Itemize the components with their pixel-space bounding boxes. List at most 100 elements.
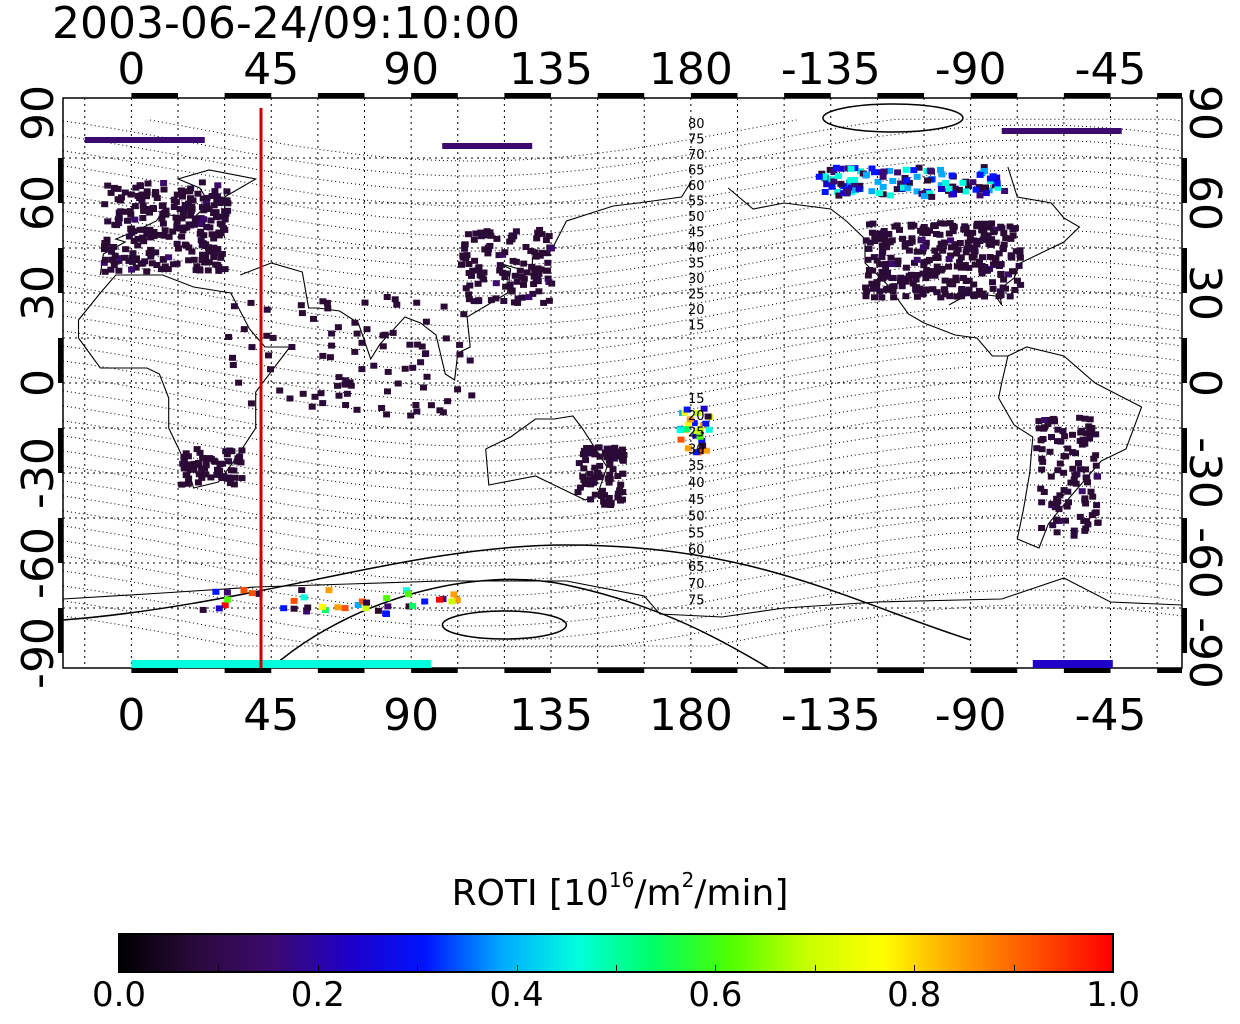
left-scale-segment [58,428,63,473]
roti-cell [383,595,391,602]
roti-cell [514,295,522,302]
roti-cell [189,197,197,204]
roti-cell [144,230,152,237]
roti-cell [575,460,583,467]
roti-cell [132,184,140,191]
roti-cell [992,239,1000,246]
roti-cell [263,332,271,339]
roti-cell [604,454,611,461]
roti-cell [965,182,972,189]
roti-cell [548,280,556,287]
right-scale-segment [1182,428,1187,473]
roti-cell [466,357,474,364]
roti-cell [421,598,429,605]
roti-cell [704,413,712,420]
roti-cell [199,195,207,202]
bottom-scale-segment [317,668,365,673]
coastline [62,577,1183,618]
roti-cell [966,235,974,242]
roti-cell [131,216,139,223]
right-scale-segment [1182,158,1187,203]
roti-cell [1092,452,1100,459]
roti-cell [492,295,500,302]
roti-cell [233,458,241,465]
map-title: 2003-06-24/09:10:00 [52,0,521,49]
roti-cell [210,202,218,209]
roti-cell [618,446,626,453]
roti-cell [165,254,173,261]
roti-cell [997,288,1004,295]
roti-cell [946,281,954,287]
roti-cell [1056,492,1064,499]
roti-cell [1077,429,1085,436]
right-lat-tick-label: 0 [1179,369,1230,397]
roti-cell [353,330,361,337]
roti-cell [225,334,233,340]
roti-cell [516,267,524,274]
roti-cell [202,462,210,469]
pole-contour [822,103,964,133]
roti-cell [619,489,627,495]
roti-cell [347,382,355,389]
roti-cell [198,242,206,249]
roti-cell [128,258,136,265]
bottom-lon-tick-label: 45 [243,690,299,741]
roti-cell [1016,247,1024,254]
magnetic-contour [62,484,1183,552]
roti-cell [920,259,928,266]
bottom-scale-segment [690,668,738,673]
magnetic-contour [62,184,1183,252]
roti-cell [1038,455,1046,462]
roti-cell [586,445,594,451]
roti-cell [172,214,180,221]
roti-cell [1041,424,1049,431]
roti-cell [1089,493,1097,500]
bottom-scale-segment [597,668,645,673]
roti-cell [485,246,493,253]
roti-cell [586,476,594,483]
roti-cell [974,220,982,227]
roti-cell [132,264,140,271]
roti-cell [111,184,118,191]
roti-cell [1053,529,1061,536]
roti-cell [1000,230,1008,237]
roti-cell [1094,519,1102,526]
roti-cell [603,445,611,452]
roti-cell [440,303,448,310]
roti-cell [208,231,216,238]
roti-cell [188,203,196,210]
roti-cell [1071,472,1079,479]
roti-cell [523,269,531,276]
roti-cell [1054,426,1062,433]
roti-cell [1070,532,1078,539]
roti-cell [1067,479,1075,486]
roti-cell [353,406,361,413]
roti-cell [147,253,155,260]
roti-cell [591,464,599,471]
roti-cell [820,174,828,181]
left-lat-tick-label: 30 [13,265,64,321]
roti-cell [160,232,168,239]
roti-cell [160,180,168,186]
roti-cell [1064,488,1072,495]
roti-cell [1069,449,1077,456]
roti-cell [920,224,928,230]
roti-cell [865,245,873,252]
roti-cell [474,280,482,287]
roti-cell [876,230,883,237]
roti-cell [263,306,271,313]
roti-cell [698,437,706,444]
roti-cell [589,479,597,486]
roti-cell [379,343,387,350]
roti-map: 0 45 90 135 180 -135 -90 -45 0 45 90 135 180 -135 -90… [13,44,1230,741]
roti-cell [700,405,708,412]
roti-cell [107,266,115,273]
roti-cell [864,272,872,279]
roti-cell [926,190,934,197]
roti-cell [128,255,136,262]
roti-cell [989,285,997,292]
roti-cell [1048,500,1056,507]
roti-cell [203,224,211,230]
roti-cell [815,173,823,180]
roti-cell [949,228,957,235]
